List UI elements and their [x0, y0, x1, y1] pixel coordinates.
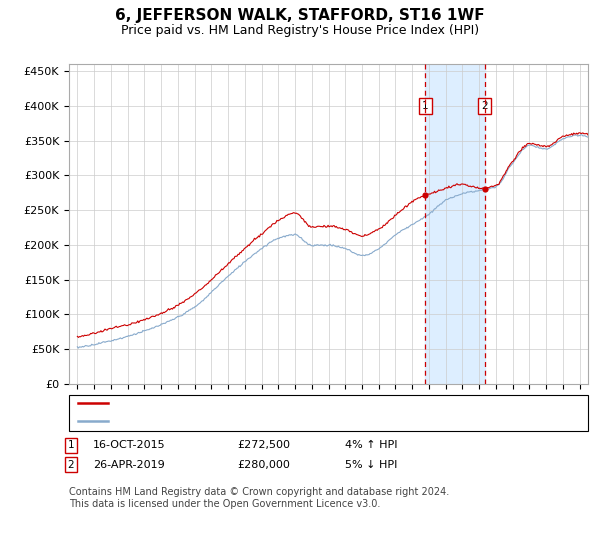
Text: 4% ↑ HPI: 4% ↑ HPI	[345, 440, 398, 450]
Bar	[425, 64, 485, 384]
Text: 5% ↓ HPI: 5% ↓ HPI	[345, 460, 397, 470]
Text: 16-OCT-2015: 16-OCT-2015	[93, 440, 166, 450]
Text: 2: 2	[67, 460, 74, 470]
Text: £280,000: £280,000	[237, 460, 290, 470]
Text: Price paid vs. HM Land Registry's House Price Index (HPI): Price paid vs. HM Land Registry's House …	[121, 24, 479, 36]
Text: 26-APR-2019: 26-APR-2019	[93, 460, 165, 470]
Text: 2: 2	[481, 101, 488, 111]
Text: 1: 1	[422, 101, 429, 111]
Text: 6, JEFFERSON WALK, STAFFORD, ST16 1WF: 6, JEFFERSON WALK, STAFFORD, ST16 1WF	[115, 8, 485, 24]
Text: Contains HM Land Registry data © Crown copyright and database right 2024.
This d: Contains HM Land Registry data © Crown c…	[69, 487, 449, 509]
Text: 6, JEFFERSON WALK, STAFFORD, ST16 1WF (detached house): 6, JEFFERSON WALK, STAFFORD, ST16 1WF (d…	[114, 398, 432, 408]
Text: HPI: Average price, detached house, Stafford: HPI: Average price, detached house, Staf…	[114, 416, 349, 426]
Text: 1: 1	[67, 440, 74, 450]
Text: £272,500: £272,500	[237, 440, 290, 450]
